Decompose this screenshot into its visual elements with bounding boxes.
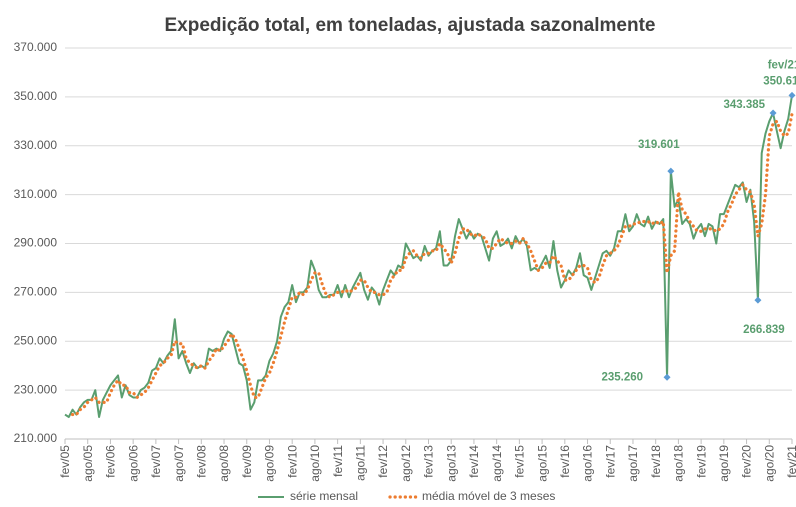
y-tick-label: 330.000 bbox=[14, 138, 58, 152]
x-tick-label: fev/06 bbox=[104, 445, 118, 478]
series-line bbox=[70, 112, 794, 417]
y-tick-label: 350.000 bbox=[14, 89, 58, 103]
x-tick-label: ago/12 bbox=[399, 445, 413, 482]
data-label-category: fev/21 bbox=[768, 59, 796, 71]
x-tick-label: fev/19 bbox=[694, 445, 708, 478]
data-label: 266.839 bbox=[743, 324, 785, 336]
x-tick-label: ago/16 bbox=[581, 445, 595, 482]
point-marker bbox=[663, 373, 671, 381]
x-tick-label: ago/05 bbox=[81, 445, 95, 482]
data-label: 343.385 bbox=[723, 99, 765, 111]
x-tick-label: fev/13 bbox=[422, 445, 436, 478]
series-line bbox=[64, 95, 793, 419]
legend-label: média móvel de 3 meses bbox=[422, 489, 555, 503]
point-marker bbox=[754, 296, 762, 304]
x-tick-label: ago/09 bbox=[263, 445, 277, 482]
x-tick-label: fev/18 bbox=[649, 445, 663, 478]
x-tick-label: ago/19 bbox=[717, 445, 731, 482]
x-tick-label: fev/17 bbox=[603, 445, 617, 478]
y-tick-label: 270.000 bbox=[14, 285, 58, 299]
point-marker bbox=[788, 91, 796, 99]
y-tick-label: 310.000 bbox=[14, 187, 58, 201]
point-marker bbox=[769, 109, 777, 117]
x-tick-label: fev/08 bbox=[194, 445, 208, 478]
legend-label: série mensal bbox=[290, 489, 358, 503]
x-tick-label: ago/13 bbox=[444, 445, 458, 482]
chart-title: Expedição total, em toneladas, ajustada … bbox=[165, 15, 656, 36]
y-tick-label: 250.000 bbox=[14, 333, 58, 347]
point-marker bbox=[667, 167, 675, 175]
data-label: 235.260 bbox=[601, 371, 643, 383]
x-tick-label: fev/21 bbox=[785, 445, 796, 478]
x-tick-label: fev/16 bbox=[558, 445, 572, 478]
x-tick-label: ago/15 bbox=[535, 445, 549, 482]
x-tick-label: fev/20 bbox=[740, 445, 754, 478]
x-tick-label: fev/09 bbox=[240, 445, 254, 478]
y-tick-label: 370.000 bbox=[14, 40, 58, 54]
y-tick-label: 210.000 bbox=[14, 431, 58, 445]
y-tick-label: 290.000 bbox=[14, 236, 58, 250]
x-tick-label: ago/08 bbox=[217, 445, 231, 482]
x-tick-label: fev/15 bbox=[513, 445, 527, 478]
x-tick-label: fev/12 bbox=[376, 445, 390, 478]
x-tick-label: ago/11 bbox=[354, 445, 368, 481]
data-label: 319.601 bbox=[638, 139, 680, 151]
x-tick-label: ago/06 bbox=[126, 445, 140, 482]
x-tick-label: ago/07 bbox=[172, 445, 186, 482]
x-tick-label: ago/10 bbox=[308, 445, 322, 482]
x-tick-label: fev/11 bbox=[331, 445, 345, 477]
x-tick-label: fev/05 bbox=[58, 445, 72, 478]
x-tick-label: ago/17 bbox=[626, 445, 640, 482]
x-tick-label: ago/20 bbox=[762, 445, 776, 482]
x-tick-label: ago/14 bbox=[490, 445, 504, 482]
x-tick-label: ago/18 bbox=[672, 445, 686, 482]
data-label: 350.615 bbox=[763, 75, 796, 87]
x-tick-label: fev/14 bbox=[467, 445, 481, 478]
x-tick-label: fev/07 bbox=[149, 445, 163, 478]
x-tick-label: fev/10 bbox=[285, 445, 299, 478]
y-tick-label: 230.000 bbox=[14, 382, 58, 396]
